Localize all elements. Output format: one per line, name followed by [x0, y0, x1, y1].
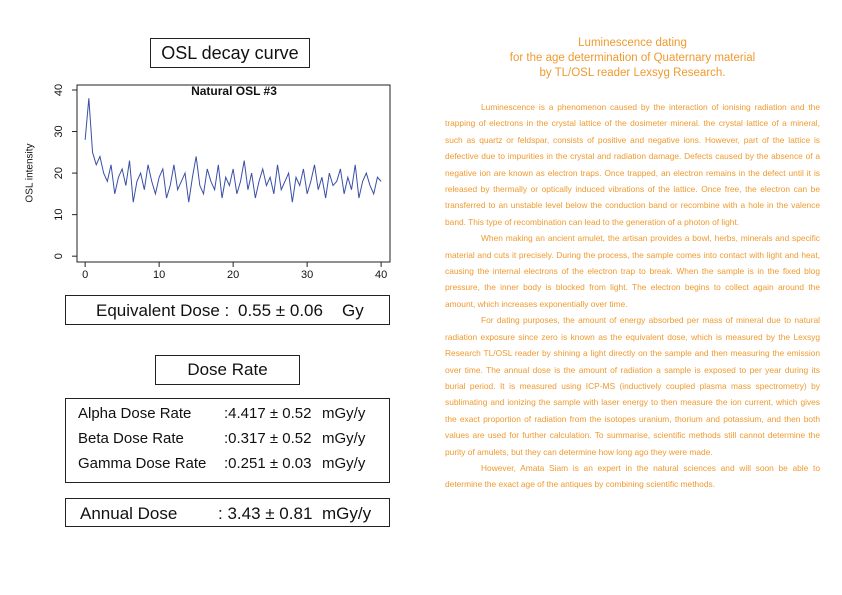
y-tick-label: 0 [53, 253, 65, 259]
y-tick-label: 30 [53, 125, 65, 137]
x-tick-label: 20 [227, 269, 239, 281]
rate-unit: mGy/y [322, 405, 366, 422]
unit: Gy [342, 301, 364, 320]
article: Luminescence dating for the age determina… [445, 36, 820, 493]
x-tick-label: 40 [375, 269, 387, 281]
y-tick-label: 20 [53, 167, 65, 179]
rate-value: :0.251 ± 0.03 [224, 455, 312, 472]
value: : 3.43 ± 0.81 [218, 504, 313, 523]
unit: mGy/y [322, 504, 372, 523]
paragraph: When making an ancient amulet, the artis… [445, 233, 820, 309]
chart-title: Natural OSL #3 [191, 84, 277, 98]
y-axis-label: OSL intensity [25, 143, 36, 202]
value: 0.55 ± 0.06 [238, 301, 323, 320]
article-heading: for the age determination of Quaternary … [509, 52, 756, 64]
dose-rates: Alpha Dose Rate :4.417 ± 0.52 mGy/y Beta Do… [65, 398, 390, 483]
y-tick-label: 10 [53, 209, 65, 221]
rate-value: :0.317 ± 0.52 [224, 430, 312, 447]
rate-label: Gamma Dose Rate [78, 455, 207, 472]
rate-value: :4.417 ± 0.52 [224, 405, 312, 422]
x-tick-label: 0 [82, 269, 88, 281]
rate-label: Alpha Dose Rate [78, 405, 192, 422]
y-tick-label: 40 [53, 84, 65, 96]
paragraph: However, Amata Siam is an expert in the … [445, 462, 820, 490]
article-heading: by TL/OSL reader Lexsyg Research. [539, 67, 726, 79]
x-tick-label: 10 [153, 269, 165, 281]
annual-dose: Annual Dose : 3.43 ± 0.81 mGy/y [65, 498, 390, 527]
label: Equivalent Dose : [96, 301, 230, 320]
spacer [445, 81, 820, 99]
chart-heading: OSL decay curve [150, 38, 310, 68]
paragraph: Luminescence is a phenomenon caused by t… [445, 102, 820, 227]
data-line [84, 98, 382, 203]
paragraph: For dating purposes, the amount of energ… [445, 315, 820, 457]
label: Annual Dose [80, 504, 178, 523]
rate-unit: mGy/y [322, 455, 366, 472]
equivalent-dose: Equivalent Dose : 0.55 ± 0.06 Gy [65, 295, 390, 325]
chart: Natural OSL #3 OSL intensity 0 10 20 30 40 0 1… [25, 84, 391, 281]
article-heading: Luminescence dating [578, 37, 687, 49]
dose-rate-heading: Dose Rate [155, 355, 300, 385]
rate-unit: mGy/y [322, 430, 366, 447]
x-tick-label: 30 [301, 269, 313, 281]
rate-label: Beta Dose Rate [78, 430, 184, 447]
